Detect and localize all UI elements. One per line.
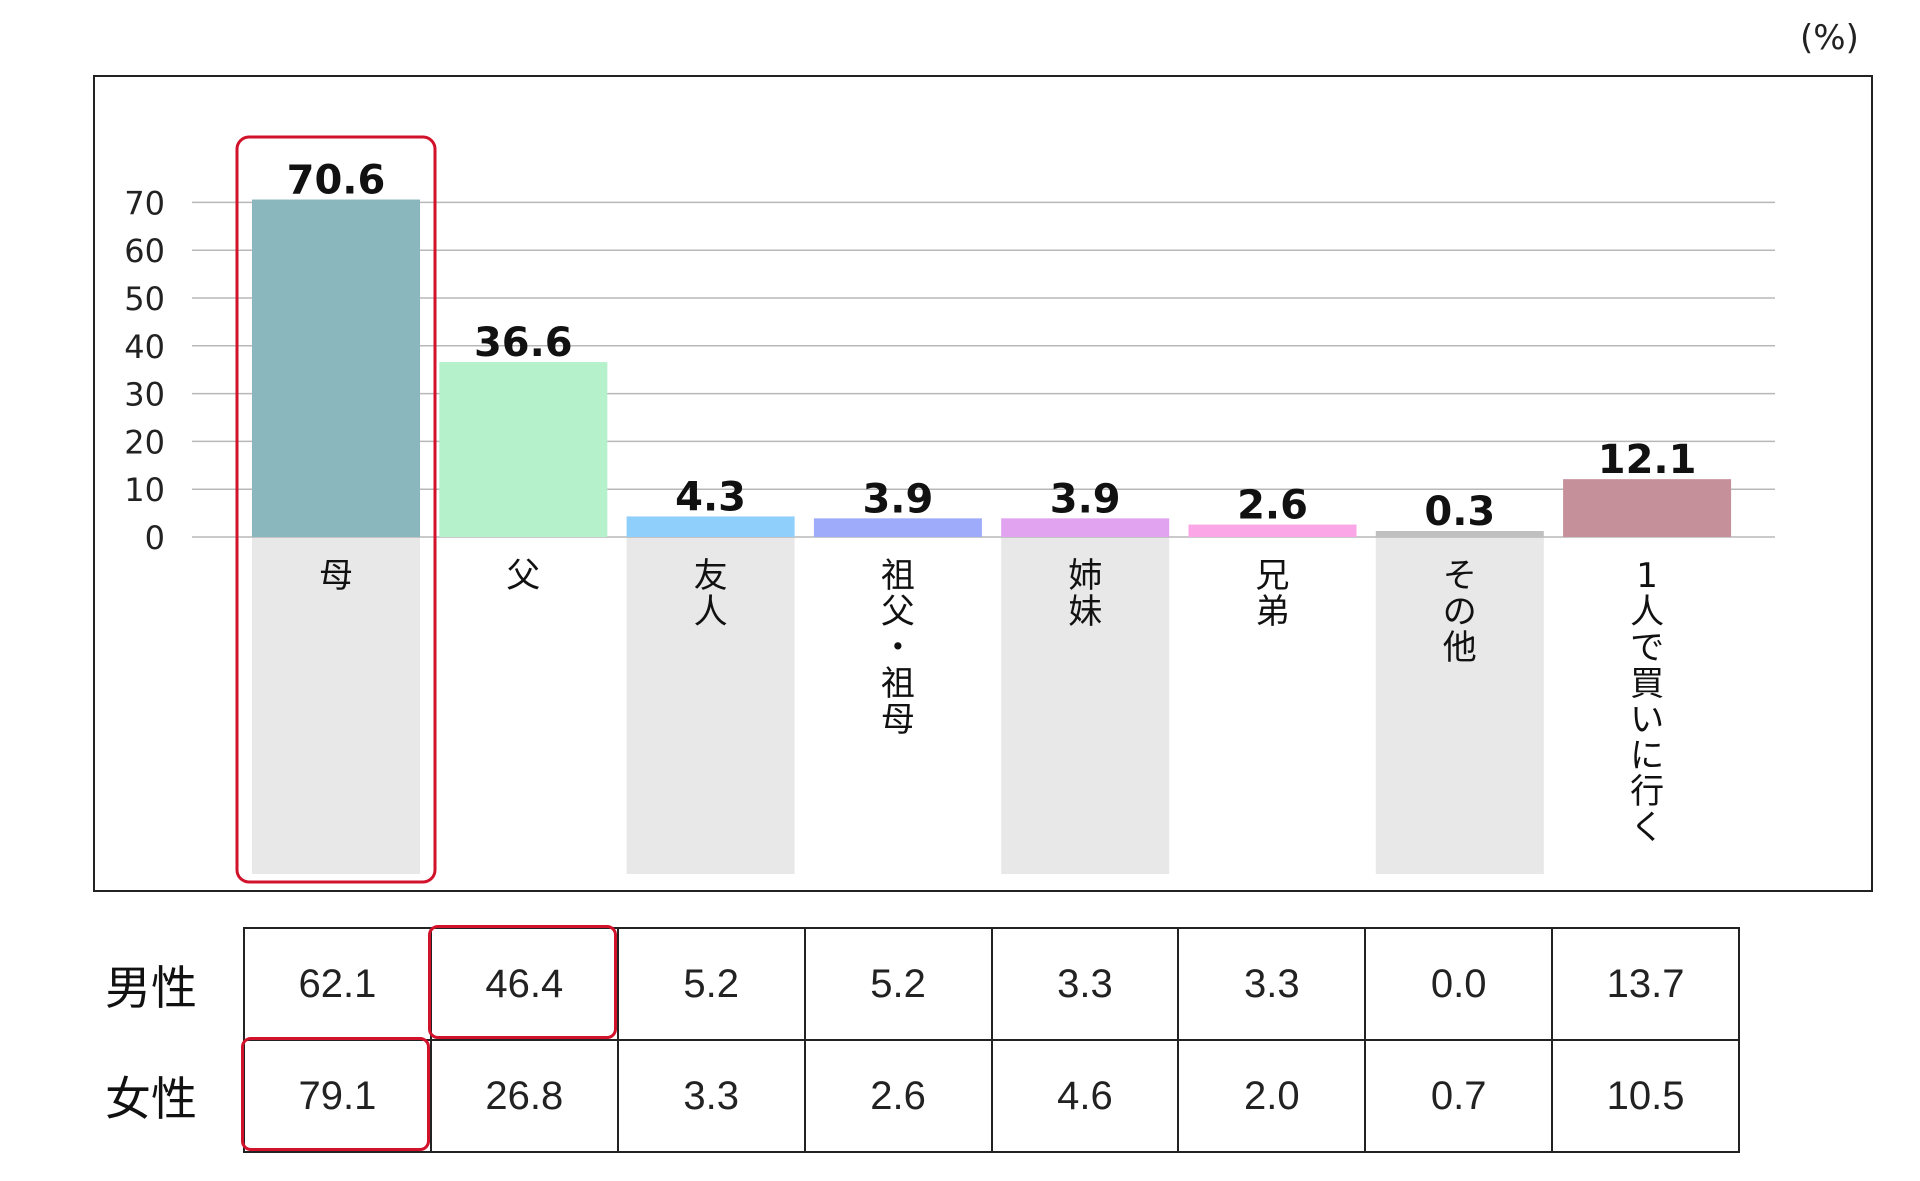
y-tick-label: 10 <box>124 471 165 509</box>
table-cell: 13.7 <box>1551 927 1740 1041</box>
category-band <box>626 537 795 874</box>
row-label-male: 男性 <box>105 961 197 1015</box>
bar-value-label: 12.1 <box>1598 437 1697 483</box>
bar-value-label: 70.6 <box>287 158 386 204</box>
gender-breakdown-table: 62.1 46.4 5.2 5.2 3.3 3.3 0.0 13.7 79.1 26.8 3.3 2.… <box>243 927 1740 1153</box>
table-cell: 62.1 <box>243 927 432 1041</box>
bar-value-label: 2.6 <box>1237 483 1308 529</box>
bar <box>626 516 795 537</box>
bar-value-label: 36.6 <box>474 320 573 366</box>
category-band <box>252 537 420 874</box>
bar <box>439 362 608 537</box>
category-band <box>1001 537 1170 874</box>
y-tick-label: 40 <box>124 328 165 366</box>
bar <box>1001 518 1170 537</box>
category-label: 兄弟 <box>1256 556 1290 632</box>
y-tick-label: 0 <box>145 519 165 557</box>
y-tick-label: 30 <box>124 376 165 414</box>
table-cell: 3.3 <box>990 927 1180 1041</box>
highlight-box <box>235 135 437 884</box>
table-cell: 2.6 <box>803 1039 993 1153</box>
table-cell: 3.3 <box>616 1039 806 1153</box>
bar <box>252 199 420 538</box>
bar-value-label: 0.3 <box>1424 489 1495 535</box>
table-cell: 10.5 <box>1551 1039 1740 1153</box>
table-cell: 3.3 <box>1177 927 1367 1041</box>
bar <box>1375 531 1544 537</box>
category-label: 姉妹 <box>1068 556 1102 632</box>
category-band <box>1375 537 1544 874</box>
bar <box>1188 524 1357 537</box>
table-highlight-box <box>428 925 618 1039</box>
category-label: 母 <box>319 556 353 596</box>
table-cell: 5.2 <box>616 927 806 1041</box>
chart-frame: 0 10 20 30 40 50 60 70 70.6 36.6 4.3 3.9 3.9 2.6 0.3 12… <box>93 75 1873 892</box>
table-cell: 4.6 <box>990 1039 1180 1153</box>
row-label-female: 女性 <box>105 1072 197 1126</box>
table-cell: 0.7 <box>1364 1039 1554 1153</box>
bar-value-label: 4.3 <box>675 474 746 520</box>
table-cell: 5.2 <box>803 927 993 1041</box>
y-tick-label: 70 <box>124 184 165 222</box>
table-highlight-box <box>241 1037 431 1151</box>
y-tick-label: 50 <box>124 280 165 318</box>
table-row: 62.1 46.4 5.2 5.2 3.3 3.3 0.0 13.7 <box>243 927 1740 1041</box>
category-label: 祖父・祖母 <box>881 556 915 740</box>
category-label: 1 人で買いに行く <box>1630 556 1664 848</box>
bar-value-label: 3.9 <box>862 476 933 522</box>
y-tick-label: 60 <box>124 232 165 270</box>
table-cell: 2.0 <box>1177 1039 1367 1153</box>
y-tick-label: 20 <box>124 423 165 461</box>
unit-label: (%) <box>1800 18 1859 58</box>
category-label: 友人 <box>694 556 728 632</box>
category-label: その他 <box>1443 556 1477 668</box>
bar-value-label: 3.9 <box>1050 476 1121 522</box>
bar <box>1563 479 1732 537</box>
bar-chart: 0 10 20 30 40 50 60 70 70.6 36.6 4.3 3.9 3.9 2.6 0.3 12… <box>124 135 1775 884</box>
table-cell: 46.4 <box>429 927 619 1041</box>
table-cell: 0.0 <box>1364 927 1554 1041</box>
table-row: 79.1 26.8 3.3 2.6 4.6 2.0 0.7 10.5 <box>243 1039 1740 1153</box>
category-label: 父 <box>506 556 540 596</box>
bar <box>813 518 982 537</box>
table-cell: 26.8 <box>429 1039 619 1153</box>
